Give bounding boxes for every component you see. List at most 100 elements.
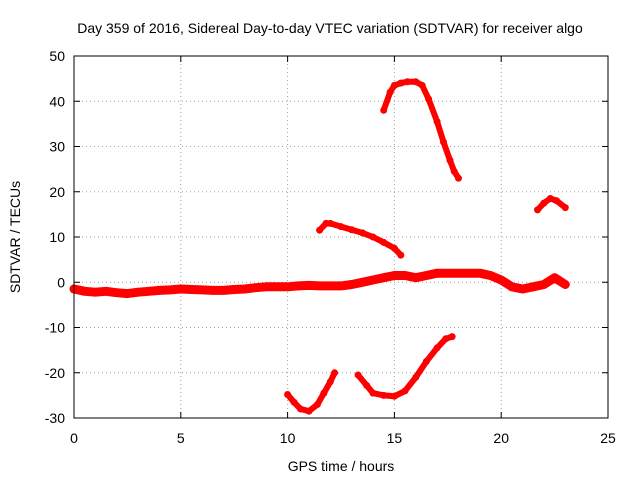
- data-point: [187, 285, 196, 294]
- data-point: [540, 199, 548, 207]
- data-point: [475, 269, 484, 278]
- data-point: [369, 276, 377, 284]
- data-point: [448, 333, 456, 341]
- data-point: [358, 229, 366, 237]
- y-tick-label: -30: [45, 410, 65, 426]
- data-point: [284, 391, 292, 398]
- data-point: [240, 285, 249, 293]
- data-point: [305, 281, 313, 290]
- data-point: [354, 371, 362, 379]
- data-point: [425, 95, 433, 103]
- data-point: [123, 289, 132, 298]
- data-point: [529, 282, 538, 291]
- data-point: [433, 118, 441, 126]
- data-point: [386, 88, 394, 96]
- data-point: [155, 286, 164, 295]
- y-tick-label: 30: [49, 139, 65, 155]
- x-tick-label: 5: [177, 430, 185, 446]
- data-point: [379, 273, 388, 282]
- data-point: [546, 195, 554, 202]
- data-point: [550, 273, 559, 282]
- data-point: [454, 269, 463, 278]
- data-point: [433, 269, 442, 278]
- data-point: [412, 373, 420, 381]
- data-point: [443, 269, 452, 278]
- data-point: [102, 287, 110, 296]
- data-point: [326, 378, 334, 386]
- data-point: [401, 271, 410, 280]
- data-point: [455, 174, 462, 182]
- data-point: [465, 269, 474, 278]
- y-axis-label: SDTVAR / TECUs: [7, 181, 23, 293]
- data-series: [69, 78, 570, 415]
- data-point: [497, 276, 506, 284]
- y-tick-label: 20: [49, 184, 65, 200]
- data-point: [91, 288, 100, 297]
- data-point: [507, 282, 516, 291]
- data-point: [397, 79, 405, 87]
- data-point: [442, 335, 450, 343]
- data-point: [380, 391, 388, 399]
- data-point: [397, 251, 405, 259]
- data-point: [390, 81, 398, 89]
- data-point: [363, 381, 371, 389]
- data-point: [369, 389, 377, 397]
- data-point: [440, 138, 447, 146]
- data-point: [251, 283, 260, 292]
- data-point: [418, 81, 426, 89]
- data-point: [296, 405, 304, 413]
- data-point: [539, 280, 548, 289]
- data-point: [433, 344, 441, 352]
- data-point: [272, 282, 281, 291]
- data-point: [390, 244, 398, 252]
- tick-marks: 0 5 10 15 20 25 -30 -20 -10 0 10 20 30 40 50: [45, 48, 616, 446]
- data-point: [283, 282, 292, 291]
- data-point: [348, 226, 356, 234]
- data-point: [561, 280, 570, 289]
- data-point: [331, 369, 339, 377]
- x-tick-label: 20: [493, 430, 509, 446]
- data-point: [290, 398, 298, 406]
- data-point: [337, 223, 345, 231]
- data-point: [403, 78, 411, 86]
- data-point: [326, 281, 335, 290]
- data-point: [176, 285, 185, 293]
- data-point: [369, 233, 377, 241]
- y-tick-label: -10: [45, 320, 65, 336]
- data-point: [401, 387, 409, 395]
- data-point: [347, 280, 356, 289]
- data-point: [446, 156, 454, 164]
- y-tick-label: 0: [57, 274, 65, 290]
- data-point: [553, 197, 561, 205]
- data-point: [315, 281, 324, 290]
- data-point: [326, 219, 334, 227]
- data-point: [380, 238, 388, 246]
- data-point: [198, 285, 207, 294]
- y-tick-label: 50: [49, 48, 65, 64]
- data-point: [294, 281, 303, 290]
- data-point: [561, 204, 569, 212]
- data-point: [486, 271, 495, 280]
- y-tick-label: -20: [45, 365, 65, 381]
- data-point: [230, 285, 239, 294]
- data-point: [134, 288, 143, 297]
- data-point: [208, 286, 217, 295]
- y-tick-label: 10: [49, 229, 65, 245]
- data-point: [412, 78, 420, 86]
- data-point: [518, 285, 527, 293]
- data-point: [316, 226, 324, 234]
- x-tick-label: 10: [280, 430, 296, 446]
- x-axis-label: GPS time / hours: [288, 458, 395, 474]
- x-tick-label: 0: [70, 430, 78, 446]
- data-point: [411, 273, 420, 282]
- data-point: [534, 206, 541, 214]
- data-point: [422, 357, 430, 365]
- grid-lines: [74, 56, 608, 418]
- y-tick-label: 40: [49, 93, 65, 109]
- data-point: [262, 282, 271, 291]
- data-point: [219, 286, 228, 295]
- data-point: [337, 281, 345, 290]
- data-point: [390, 271, 399, 280]
